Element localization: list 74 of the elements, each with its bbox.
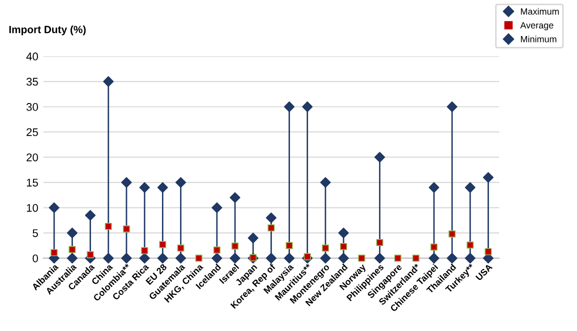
- point: [104, 222, 112, 230]
- point: [394, 254, 402, 262]
- point: [430, 244, 438, 251]
- y-tick-label: 30: [26, 103, 38, 111]
- point: [284, 252, 295, 264]
- point: [141, 247, 148, 254]
- point: [446, 101, 458, 112]
- point: [195, 254, 202, 262]
- point: [50, 249, 58, 256]
- point: [284, 101, 295, 112]
- point: [68, 246, 76, 254]
- point: [175, 177, 186, 188]
- point: [48, 202, 60, 214]
- point: [464, 182, 476, 193]
- point: [175, 252, 186, 264]
- point: [231, 242, 239, 250]
- point: [139, 252, 150, 264]
- point: [230, 192, 240, 203]
- point: [338, 228, 349, 238]
- point: [286, 242, 293, 250]
- point: [376, 238, 384, 246]
- y-tick-label: 0: [32, 254, 38, 262]
- point: [86, 251, 94, 258]
- point: [66, 228, 78, 238]
- point: [340, 243, 348, 250]
- y-tick-label: 20: [26, 153, 38, 162]
- point: [103, 252, 114, 264]
- point: [157, 182, 168, 193]
- point: [320, 252, 331, 264]
- point: [157, 252, 168, 264]
- point: [322, 244, 329, 252]
- legend-label: Minimum: [520, 36, 556, 42]
- point: [446, 252, 458, 264]
- point: [464, 252, 476, 264]
- y-tick-label: 40: [26, 52, 38, 60]
- point: [266, 252, 277, 264]
- point: [177, 244, 184, 252]
- point: [230, 252, 240, 264]
- point: [212, 202, 222, 214]
- point: [358, 254, 366, 262]
- point: [84, 210, 96, 221]
- legend-label: Maximum: [520, 8, 559, 15]
- y-tick-label: 25: [26, 128, 38, 136]
- point: [320, 177, 331, 188]
- y-tick-label: 35: [26, 78, 38, 86]
- point: [248, 232, 258, 244]
- point: [466, 242, 474, 249]
- point: [121, 177, 132, 188]
- y-axis-title: Import Duty (%): [9, 26, 86, 36]
- point: [484, 248, 492, 256]
- point: [374, 252, 386, 264]
- point: [266, 212, 277, 224]
- point: [103, 76, 114, 87]
- point: [448, 230, 456, 238]
- point: [482, 172, 494, 183]
- point: [139, 182, 150, 193]
- point: [428, 182, 440, 193]
- point: [122, 225, 130, 232]
- point: [213, 246, 220, 254]
- point: [302, 101, 313, 112]
- y-tick-label: 5: [32, 229, 38, 238]
- y-tick-label: 15: [26, 178, 38, 187]
- point: [374, 152, 386, 163]
- point: [121, 252, 132, 264]
- point: [428, 252, 440, 264]
- point: [268, 224, 275, 232]
- point: [159, 241, 166, 248]
- point: [212, 252, 222, 264]
- legend-label: Average: [520, 22, 554, 30]
- x-tick-label: USA: [475, 263, 493, 281]
- point: [412, 254, 420, 262]
- point: [66, 252, 78, 264]
- point: [338, 252, 349, 264]
- y-tick-label: 10: [26, 204, 38, 212]
